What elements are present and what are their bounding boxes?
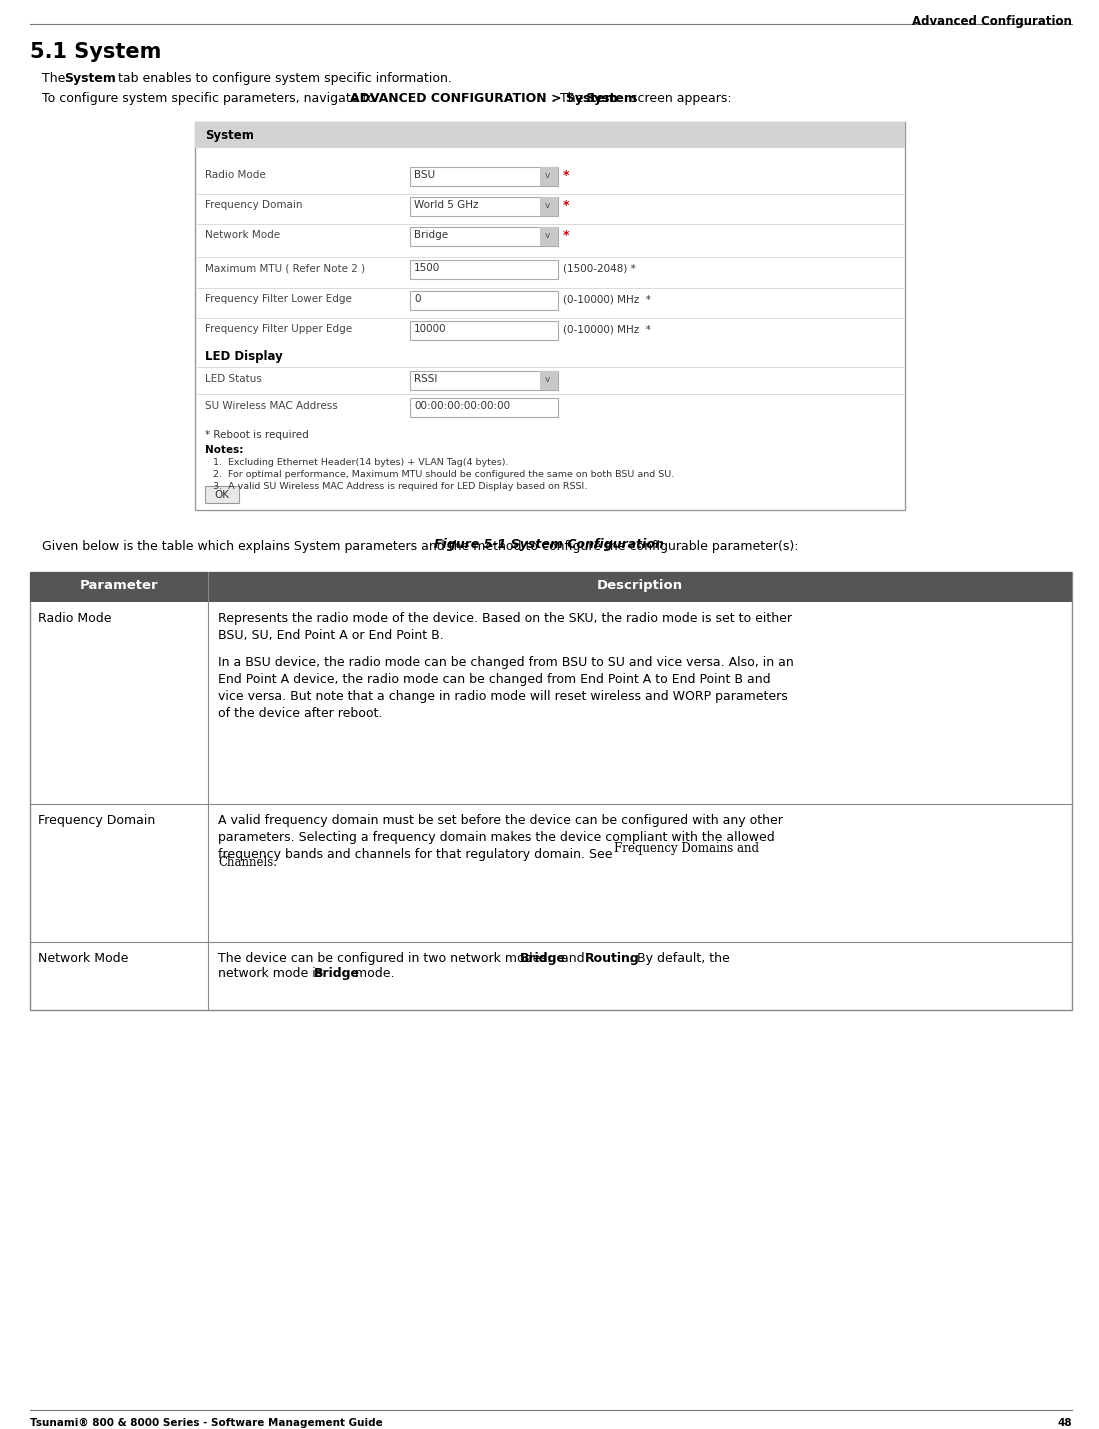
Text: 48: 48 bbox=[1057, 1418, 1072, 1428]
Text: 2.  For optimal performance, Maximum MTU should be configured the same on both B: 2. For optimal performance, Maximum MTU … bbox=[213, 470, 675, 479]
Text: tab enables to configure system specific information.: tab enables to configure system specific… bbox=[114, 71, 452, 84]
Text: Bridge: Bridge bbox=[520, 952, 566, 965]
Text: Bridge: Bridge bbox=[414, 230, 448, 240]
Text: Parameter: Parameter bbox=[80, 579, 158, 592]
Text: network mode is: network mode is bbox=[218, 967, 326, 980]
Bar bbox=[410, 227, 558, 246]
Text: Channels.: Channels. bbox=[218, 856, 277, 869]
Text: and: and bbox=[557, 952, 589, 965]
Text: Radio Mode: Radio Mode bbox=[206, 170, 266, 180]
Text: Network Mode: Network Mode bbox=[206, 230, 280, 240]
Text: LED Status: LED Status bbox=[206, 374, 262, 384]
Text: Radio Mode: Radio Mode bbox=[38, 612, 111, 624]
Bar bbox=[195, 121, 904, 149]
Text: System: System bbox=[585, 91, 637, 104]
Text: *: * bbox=[563, 169, 569, 181]
Text: . By default, the: . By default, the bbox=[629, 952, 730, 965]
Text: 3.  A valid SU Wireless MAC Address is required for LED Display based on RSSI.: 3. A valid SU Wireless MAC Address is re… bbox=[213, 482, 587, 492]
Text: Frequency Domains and: Frequency Domains and bbox=[614, 842, 759, 855]
Bar bbox=[540, 227, 558, 246]
Text: Maximum MTU ( Refer Note 2 ): Maximum MTU ( Refer Note 2 ) bbox=[206, 263, 365, 273]
Text: The device can be configured in two network modes:: The device can be configured in two netw… bbox=[218, 952, 555, 965]
Text: The: The bbox=[42, 71, 69, 84]
Text: RSSI: RSSI bbox=[414, 374, 437, 384]
Text: Description: Description bbox=[597, 579, 684, 592]
Text: BSU: BSU bbox=[414, 170, 435, 180]
Text: ADVANCED CONFIGURATION > System: ADVANCED CONFIGURATION > System bbox=[349, 91, 618, 104]
Text: SU Wireless MAC Address: SU Wireless MAC Address bbox=[206, 402, 337, 412]
Bar bbox=[540, 197, 558, 216]
Text: Network Mode: Network Mode bbox=[38, 952, 129, 965]
Text: In a BSU device, the radio mode can be changed from BSU to SU and vice versa. Al: In a BSU device, the radio mode can be c… bbox=[218, 656, 793, 720]
Text: v: v bbox=[545, 171, 551, 180]
Text: mode.: mode. bbox=[351, 967, 395, 980]
Bar bbox=[410, 399, 558, 417]
Text: World 5 GHz: World 5 GHz bbox=[414, 200, 478, 210]
Text: Frequency Domain: Frequency Domain bbox=[38, 815, 155, 827]
Bar bbox=[410, 322, 558, 340]
Text: 00:00:00:00:00:00: 00:00:00:00:00:00 bbox=[414, 402, 510, 412]
Text: A valid frequency domain must be set before the device can be configured with an: A valid frequency domain must be set bef… bbox=[218, 815, 782, 862]
Text: Figure 5-1 System Configuration: Figure 5-1 System Configuration bbox=[434, 537, 664, 552]
Bar bbox=[540, 167, 558, 186]
Text: screen appears:: screen appears: bbox=[628, 91, 732, 104]
Text: * Reboot is required: * Reboot is required bbox=[206, 430, 309, 440]
Bar bbox=[410, 372, 558, 390]
Bar bbox=[410, 167, 558, 186]
Text: Routing: Routing bbox=[585, 952, 640, 965]
Text: System: System bbox=[206, 129, 254, 141]
Text: Advanced Configuration: Advanced Configuration bbox=[912, 14, 1072, 29]
Text: OK: OK bbox=[214, 490, 230, 500]
Text: v: v bbox=[545, 201, 551, 210]
Text: Given below is the table which explains System parameters and the method to conf: Given below is the table which explains … bbox=[42, 540, 799, 553]
Text: LED Display: LED Display bbox=[206, 350, 282, 363]
Text: Notes:: Notes: bbox=[206, 444, 243, 454]
Bar bbox=[30, 572, 1072, 1010]
Text: 10000: 10000 bbox=[414, 324, 446, 334]
Text: (0-10000) MHz  *: (0-10000) MHz * bbox=[563, 294, 651, 304]
Text: Tsunami® 800 & 8000 Series - Software Management Guide: Tsunami® 800 & 8000 Series - Software Ma… bbox=[30, 1418, 382, 1428]
Bar bbox=[206, 486, 238, 503]
Bar bbox=[410, 292, 558, 310]
Text: Represents the radio mode of the device. Based on the SKU, the radio mode is set: Represents the radio mode of the device.… bbox=[218, 612, 792, 642]
Text: v: v bbox=[545, 231, 551, 240]
Bar bbox=[540, 372, 558, 390]
Text: System: System bbox=[64, 71, 115, 84]
Text: 1.  Excluding Ethernet Header(14 bytes) + VLAN Tag(4 bytes).: 1. Excluding Ethernet Header(14 bytes) +… bbox=[213, 459, 509, 467]
Text: *: * bbox=[563, 199, 569, 211]
Text: Bridge: Bridge bbox=[314, 967, 360, 980]
Text: 0: 0 bbox=[414, 294, 421, 304]
Text: Frequency Filter Upper Edge: Frequency Filter Upper Edge bbox=[206, 324, 352, 334]
Text: 1500: 1500 bbox=[414, 263, 441, 273]
Text: v: v bbox=[545, 374, 551, 384]
Bar bbox=[195, 121, 904, 510]
Text: Frequency Filter Lower Edge: Frequency Filter Lower Edge bbox=[206, 294, 352, 304]
Text: 5.1 System: 5.1 System bbox=[30, 41, 162, 61]
Text: (1500-2048) *: (1500-2048) * bbox=[563, 263, 635, 273]
Bar bbox=[410, 197, 558, 216]
Text: Frequency Domain: Frequency Domain bbox=[206, 200, 302, 210]
Bar bbox=[410, 260, 558, 279]
Text: . The: . The bbox=[552, 91, 587, 104]
Text: *: * bbox=[563, 229, 569, 242]
Text: (0-10000) MHz  *: (0-10000) MHz * bbox=[563, 324, 651, 334]
Bar bbox=[30, 572, 1072, 602]
Text: To configure system specific parameters, navigate to: To configure system specific parameters,… bbox=[42, 91, 379, 104]
